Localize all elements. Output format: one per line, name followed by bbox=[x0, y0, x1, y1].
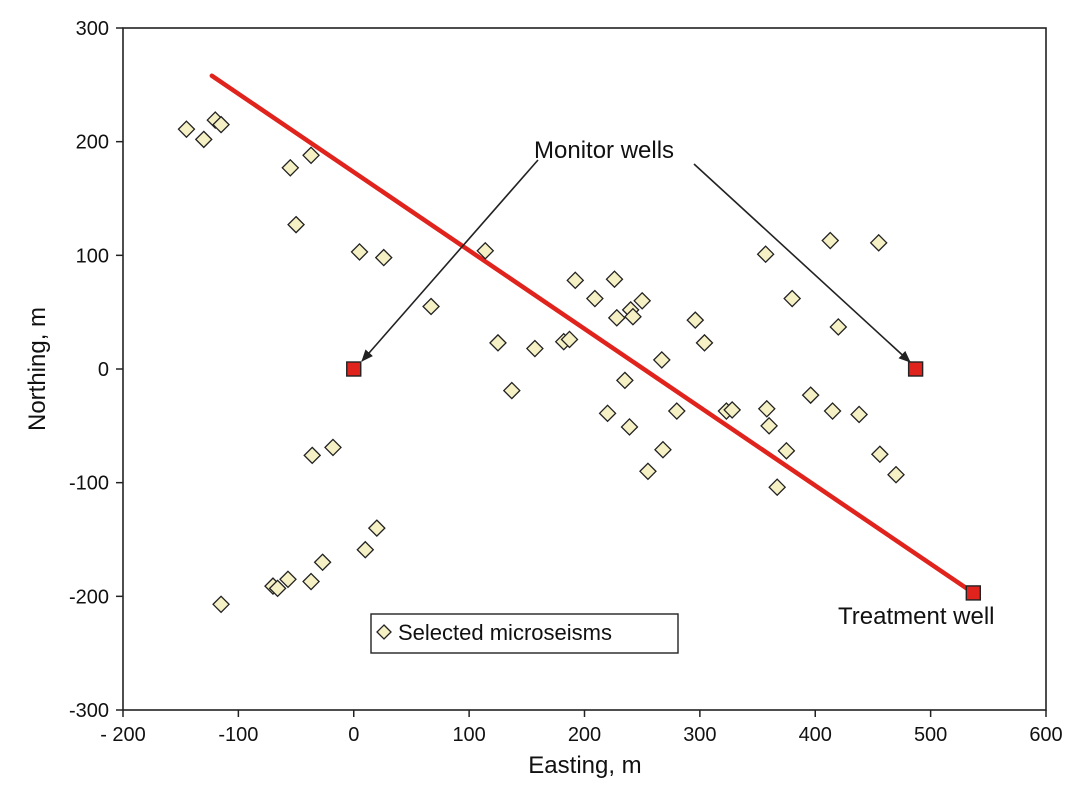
monitor-well-arrow-right bbox=[693, 163, 911, 363]
microseism-point bbox=[476, 241, 495, 260]
microseism-point bbox=[281, 158, 300, 177]
microseism-point bbox=[302, 146, 320, 165]
legend-label: Selected microseisms bbox=[398, 620, 612, 645]
y-tick-label: 100 bbox=[76, 245, 109, 267]
microseism-point bbox=[324, 438, 342, 457]
treatment-well-label: Treatment well bbox=[838, 603, 995, 630]
microseism-point bbox=[686, 311, 705, 330]
microseism-points bbox=[177, 111, 905, 614]
x-tick-label: 100 bbox=[452, 724, 485, 746]
microseism-point bbox=[525, 339, 544, 358]
microseism-point bbox=[821, 231, 840, 250]
microseism-point bbox=[502, 381, 521, 400]
x-tick-label: 0 bbox=[348, 724, 359, 746]
microseism-point bbox=[303, 446, 322, 465]
microseism-point bbox=[598, 404, 617, 423]
microseism-point bbox=[823, 402, 842, 420]
microseism-point bbox=[760, 416, 779, 435]
microseism-point bbox=[850, 405, 869, 424]
microseism-point bbox=[887, 465, 905, 484]
legend-marker-diamond bbox=[376, 624, 392, 640]
x-tick-label: 200 bbox=[568, 724, 601, 746]
microseism-point bbox=[652, 350, 671, 369]
x-tick-label: 400 bbox=[799, 724, 832, 746]
well-markers bbox=[346, 361, 982, 601]
fracture-trend-line bbox=[209, 73, 976, 596]
microseism-point bbox=[489, 333, 507, 352]
microseism-point bbox=[723, 401, 742, 419]
y-tick-label: -100 bbox=[69, 473, 109, 495]
y-tick-label: 0 bbox=[98, 359, 109, 381]
microseism-point bbox=[757, 399, 776, 418]
microseism-point bbox=[615, 371, 634, 390]
microseism-point bbox=[279, 570, 297, 589]
y-tick-label: -200 bbox=[69, 586, 109, 608]
microseism-point bbox=[566, 271, 585, 290]
legend: Selected microseisms bbox=[370, 613, 679, 654]
x-axis-title: Easting, m bbox=[528, 752, 641, 779]
microseism-point bbox=[624, 307, 642, 326]
microseism-point bbox=[607, 308, 626, 327]
microseism-point bbox=[194, 130, 213, 149]
y-tick-label: 200 bbox=[76, 132, 109, 154]
microseism-point bbox=[422, 297, 440, 316]
microseism-point bbox=[560, 330, 579, 349]
microseism-point bbox=[768, 478, 787, 497]
microseism-point bbox=[783, 289, 802, 308]
legend-box bbox=[370, 613, 679, 654]
monitor-wells-label: Monitor wells bbox=[534, 137, 674, 164]
microseism-point bbox=[869, 233, 888, 252]
monitor-well-arrow-left bbox=[361, 159, 539, 362]
microseism-point bbox=[620, 418, 639, 436]
microseism-point bbox=[639, 462, 657, 481]
microseism-point bbox=[654, 440, 672, 459]
microseism-point bbox=[350, 243, 369, 261]
microseism-point bbox=[212, 115, 230, 134]
microseism-point bbox=[302, 572, 320, 591]
microseism-point bbox=[695, 333, 714, 352]
microseism-point bbox=[756, 245, 775, 264]
microseism-point bbox=[177, 120, 196, 139]
microseism-point bbox=[367, 519, 386, 538]
x-tick-label: -100 bbox=[218, 724, 258, 746]
microseism-point bbox=[374, 248, 393, 267]
y-tick-label: -300 bbox=[69, 700, 109, 722]
microseism-point bbox=[313, 553, 332, 572]
microseism-point bbox=[870, 445, 889, 464]
microseism-point bbox=[585, 289, 604, 308]
microseism-point bbox=[605, 270, 624, 289]
x-axis-ticks: - 200 -100 0 100 200 300 400 500 600 bbox=[100, 710, 1063, 746]
microseism-point bbox=[667, 402, 686, 420]
y-tick-label: 300 bbox=[76, 18, 109, 40]
x-tick-label: - 200 bbox=[100, 724, 146, 746]
treatment-well-marker bbox=[965, 585, 982, 601]
microseism-point bbox=[268, 579, 287, 598]
monitor-well-marker bbox=[907, 361, 924, 377]
microseism-point bbox=[287, 215, 305, 234]
microseism-point bbox=[801, 386, 820, 405]
microseism-point bbox=[829, 318, 848, 336]
x-tick-label: 500 bbox=[914, 724, 947, 746]
y-axis-ticks: 300 200 100 0 -100 -200 -300 bbox=[69, 18, 123, 722]
microseism-point bbox=[777, 441, 796, 460]
microseism-point bbox=[212, 595, 230, 614]
y-axis-title: Northing, m bbox=[24, 307, 51, 431]
monitor-well-marker bbox=[346, 361, 362, 377]
x-tick-label: 300 bbox=[683, 724, 716, 746]
x-tick-label: 600 bbox=[1029, 724, 1062, 746]
microseism-point bbox=[633, 291, 652, 310]
microseism-point bbox=[356, 540, 375, 559]
